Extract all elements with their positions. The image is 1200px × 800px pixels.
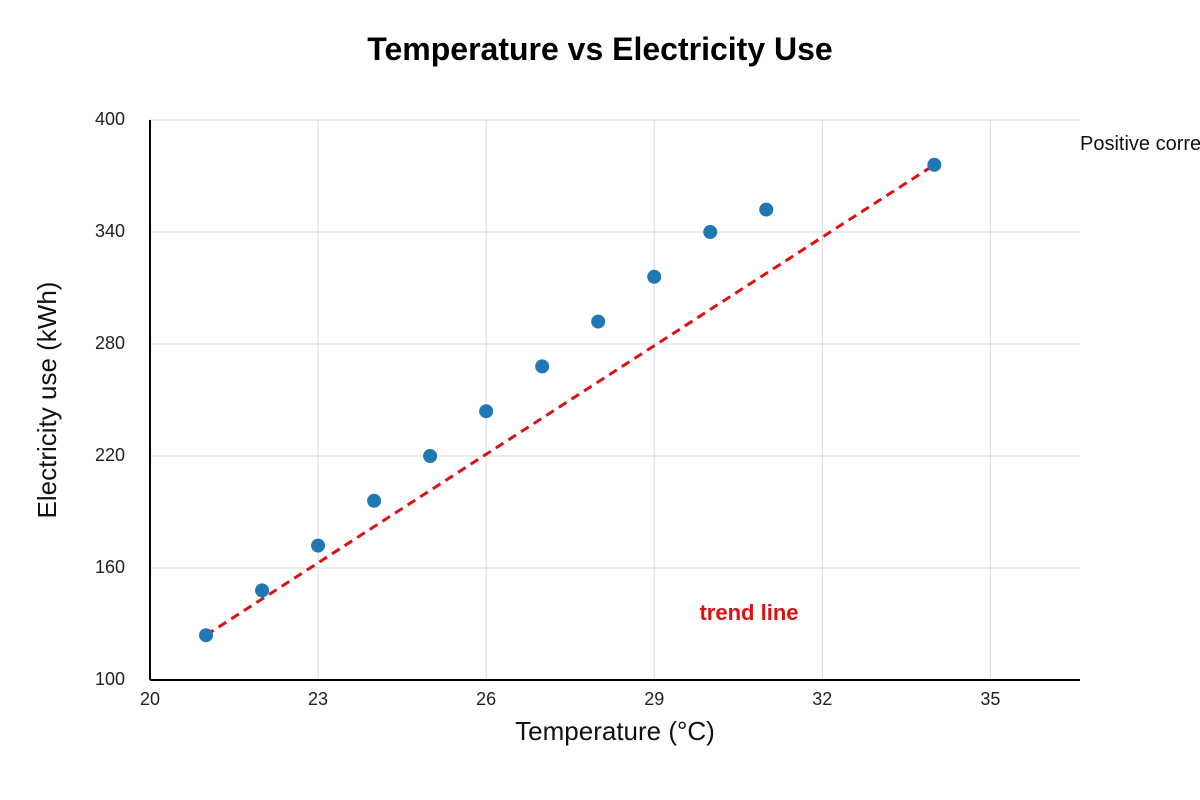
chart-title: Temperature vs Electricity Use xyxy=(367,31,832,67)
x-axis-label: Temperature (°C) xyxy=(515,716,715,746)
trend-line xyxy=(205,163,936,637)
data-point xyxy=(535,359,550,374)
x-tick-label: 20 xyxy=(140,689,160,709)
x-tick-label: 35 xyxy=(980,689,1000,709)
x-tick-label: 29 xyxy=(644,689,664,709)
y-tick-label: 160 xyxy=(95,557,125,577)
data-point xyxy=(591,314,606,329)
y-tick-label: 100 xyxy=(95,669,125,689)
data-point xyxy=(703,225,718,239)
axes xyxy=(149,120,1080,681)
data-point xyxy=(255,583,270,598)
x-tick-label: 32 xyxy=(812,689,832,709)
data-point xyxy=(367,493,382,508)
data-point xyxy=(311,538,326,553)
annotation-positive-correlation: Positive corre xyxy=(1080,133,1200,155)
data-point xyxy=(199,628,214,643)
y-axis-label: Electricity use (kWh) xyxy=(32,282,62,519)
y-tick-label: 280 xyxy=(95,333,125,353)
y-tick-label: 400 xyxy=(95,109,125,129)
y-tick-label: 340 xyxy=(95,221,125,241)
x-tick-label: 26 xyxy=(476,689,496,709)
data-point xyxy=(759,202,774,217)
data-point xyxy=(927,157,942,172)
trend-line-group xyxy=(205,163,936,637)
trend-line-label: trend line xyxy=(699,600,798,625)
data-points xyxy=(199,157,942,643)
grid xyxy=(149,119,1080,681)
data-point xyxy=(479,404,494,419)
x-tick-label: 23 xyxy=(308,689,328,709)
y-tick-label: 220 xyxy=(95,445,125,465)
data-point xyxy=(423,449,438,463)
data-point xyxy=(647,269,662,284)
tick-labels: 20 23 26 29 32 35 100 160 220 280 340 400 xyxy=(95,109,1000,709)
